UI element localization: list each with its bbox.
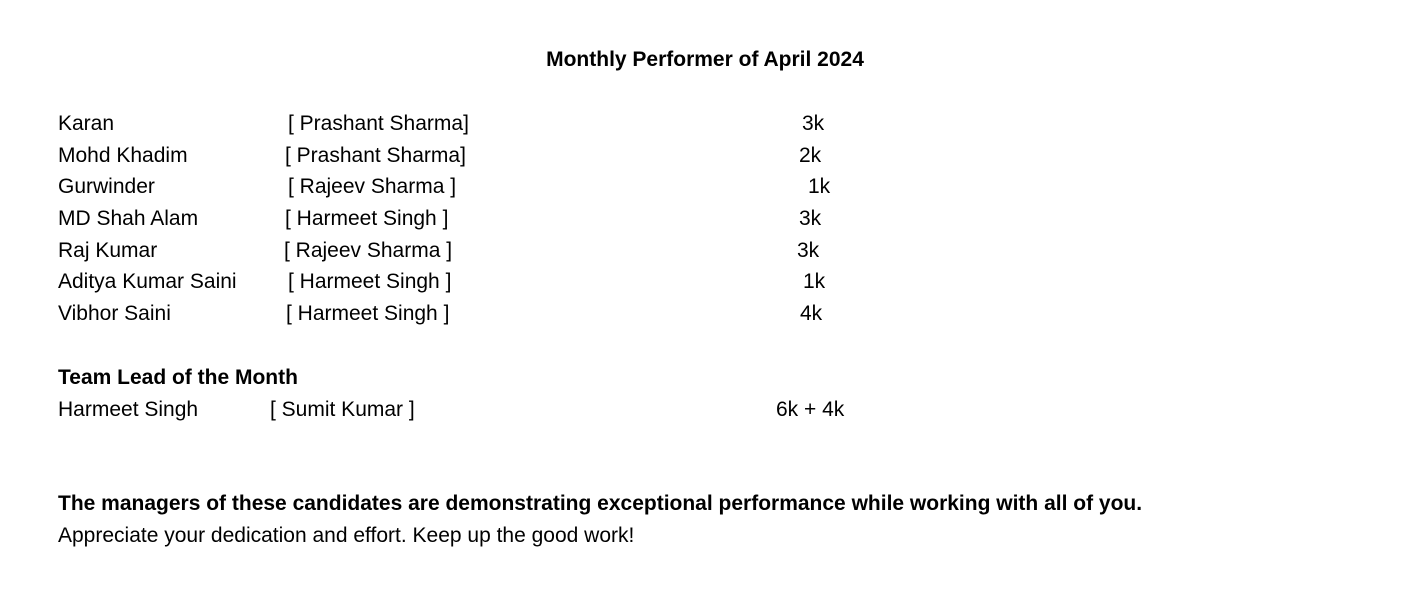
- performer-manager: [ Rajeev Sharma ]: [284, 239, 453, 262]
- team-lead-name: Harmeet Singh: [58, 398, 199, 421]
- performer-amount: 2k: [799, 144, 822, 167]
- team-lead-manager: [ Sumit Kumar ]: [270, 398, 415, 421]
- performer-name: Gurwinder: [58, 175, 155, 198]
- performer-manager: [ Rajeev Sharma ]: [288, 175, 457, 198]
- performer-manager: [ Harmeet Singh ]: [288, 270, 452, 293]
- performer-amount: 1k: [803, 270, 826, 293]
- page-title: Monthly Performer of April 2024: [546, 48, 864, 71]
- performer-manager: [ Prashant Sharma]: [288, 112, 469, 135]
- performer-amount: 3k: [797, 239, 820, 262]
- closing-line: Appreciate your dedication and effort. K…: [58, 524, 635, 547]
- performer-manager: [ Harmeet Singh ]: [286, 302, 450, 325]
- performer-name: Mohd Khadim: [58, 144, 188, 167]
- performer-name: Karan: [58, 112, 115, 135]
- performer-amount: 3k: [802, 112, 825, 135]
- team-lead-heading: Team Lead of the Month: [58, 366, 298, 389]
- performer-name: MD Shah Alam: [58, 207, 199, 230]
- performer-name: Vibhor Saini: [58, 302, 171, 325]
- performer-manager: [ Prashant Sharma]: [285, 144, 466, 167]
- performer-name: Aditya Kumar Saini: [58, 270, 237, 293]
- performer-manager: [ Harmeet Singh ]: [285, 207, 449, 230]
- performer-amount: 3k: [799, 207, 822, 230]
- performer-name: Raj Kumar: [58, 239, 158, 262]
- performer-amount: 4k: [800, 302, 823, 325]
- performer-amount: 1k: [808, 175, 831, 198]
- team-lead-amount: 6k + 4k: [776, 398, 845, 421]
- closing-line-bold: The managers of these candidates are dem…: [58, 492, 1143, 515]
